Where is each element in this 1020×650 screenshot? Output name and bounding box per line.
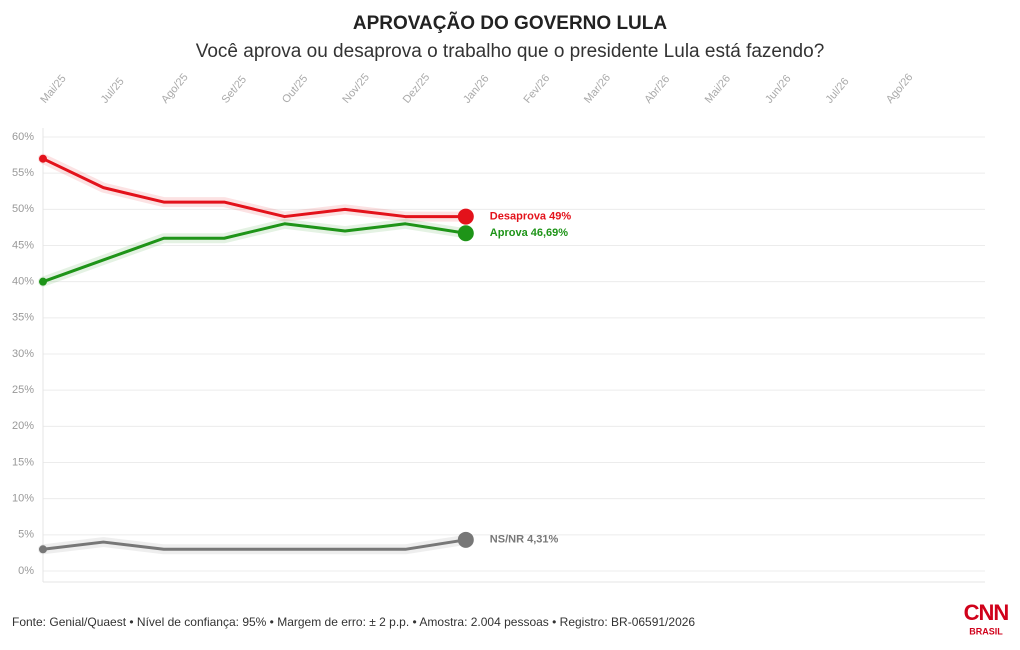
start-marker [39,277,47,286]
end-marker [457,531,474,548]
x-tick-label: Dez/25 [401,71,433,105]
y-tick-label: 60% [12,131,34,143]
y-tick-label: 5% [18,529,34,541]
value-label: NS/NR 4,31% [490,534,559,546]
line [42,222,467,284]
logo-subtext: BRASIL [969,626,1003,636]
line [42,157,466,219]
y-tick-label: 35% [12,312,34,324]
x-tick-label: Mar/26 [582,72,613,106]
x-tick-label: Out/25 [280,73,310,106]
x-tick-label: Jan/26 [461,73,491,106]
x-tick-label: Set/25 [220,74,250,106]
y-tick-label: 15% [12,456,34,468]
x-tick-label: Mai/26 [703,73,733,106]
end-marker [457,225,474,242]
end-marker [457,208,474,225]
line [42,538,467,551]
x-tick-label: Ago/26 [884,71,916,105]
x-tick-label: Jul/26 [824,76,852,106]
chart-subtitle: Você aprova ou desaprova o trabalho que … [196,41,825,62]
value-label: Aprova 46,69% [490,227,568,239]
y-tick-label: 45% [12,239,34,251]
start-marker [39,154,47,163]
y-tick-label: 0% [18,565,34,577]
source-note: Fonte: Genial/Quaest • Nível de confianç… [12,615,695,629]
x-tick-label: Fev/26 [522,72,553,105]
x-tick-label: Abr/26 [642,73,672,106]
y-tick-label: 55% [12,167,34,179]
y-tick-label: 20% [12,420,34,432]
y-tick-label: 30% [12,348,34,360]
y-tick-label: 40% [12,276,34,288]
x-tick-label: Jun/26 [763,73,793,106]
logo: CNN [964,600,1009,625]
x-tick-label: Jul/25 [99,76,127,106]
x-tick-label: Ago/25 [159,71,191,105]
x-tick-label: Mai/25 [38,73,68,106]
chart-title: APROVAÇÃO DO GOVERNO LULA [353,12,667,34]
y-tick-label: 50% [12,203,34,215]
x-tick-label: Nov/25 [340,71,372,105]
value-label: Desaprova 49% [490,210,572,222]
y-tick-label: 25% [12,384,34,396]
y-tick-label: 10% [12,493,34,505]
start-marker [39,545,47,554]
